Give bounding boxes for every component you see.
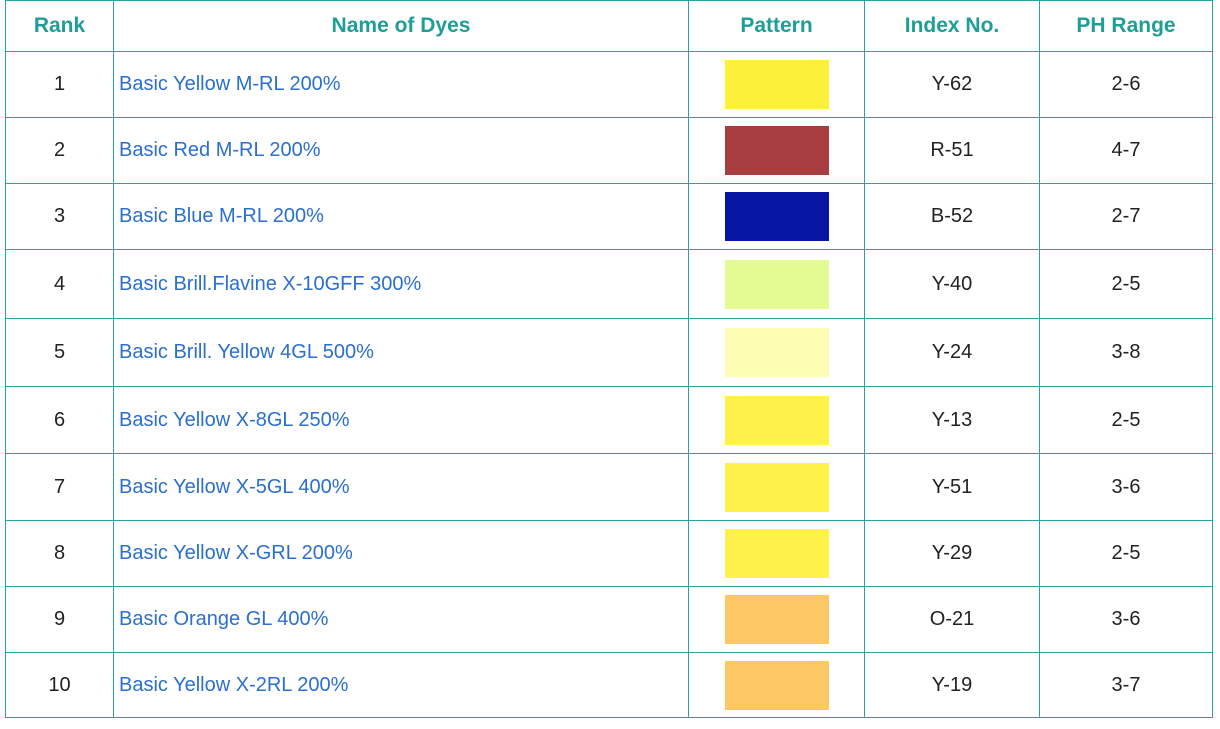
pattern-cell xyxy=(688,183,865,250)
dye-name-cell: Basic Brill. Yellow 4GL 500% xyxy=(113,318,689,387)
rank-cell: 2 xyxy=(5,117,114,184)
dye-name-link[interactable]: Basic Yellow X-2RL 200% xyxy=(119,673,349,696)
table-row: 5 Basic Brill. Yellow 4GL 500% Y-24 3-8 xyxy=(5,318,1213,387)
rank-cell: 7 xyxy=(5,453,114,521)
index-cell: Y-29 xyxy=(864,520,1040,587)
ph-range-cell: 3-7 xyxy=(1039,652,1213,718)
dye-name-link[interactable]: Basic Brill.Flavine X-10GFF 300% xyxy=(119,272,422,295)
table-row: 8 Basic Yellow X-GRL 200% Y-29 2-5 xyxy=(5,520,1213,587)
header-rank: Rank xyxy=(5,0,114,52)
ph-range-cell: 4-7 xyxy=(1039,117,1213,184)
dye-name-link[interactable]: Basic Yellow X-5GL 400% xyxy=(119,475,350,498)
dye-name-cell: Basic Yellow X-2RL 200% xyxy=(113,652,689,718)
index-cell: B-52 xyxy=(864,183,1040,250)
rank-cell: 9 xyxy=(5,586,114,653)
table-row: 3 Basic Blue M-RL 200% B-52 2-7 xyxy=(5,183,1213,250)
color-swatch xyxy=(724,126,829,175)
header-name: Name of Dyes xyxy=(113,0,689,52)
color-swatch xyxy=(724,660,829,710)
dye-name-cell: Basic Blue M-RL 200% xyxy=(113,183,689,250)
pattern-cell xyxy=(688,586,865,653)
ph-range-cell: 3-6 xyxy=(1039,586,1213,653)
header-index: Index No. xyxy=(864,0,1040,52)
pattern-cell xyxy=(688,318,865,387)
color-swatch xyxy=(724,395,829,445)
index-cell: Y-24 xyxy=(864,318,1040,387)
dye-name-link[interactable]: Basic Yellow M-RL 200% xyxy=(119,73,341,95)
dye-name-cell: Basic Yellow X-8GL 250% xyxy=(113,386,689,454)
pattern-cell xyxy=(688,51,865,118)
header-ph-range: PH Range xyxy=(1039,0,1213,52)
rank-cell: 1 xyxy=(5,51,114,118)
index-cell: Y-40 xyxy=(864,249,1040,319)
color-swatch xyxy=(724,328,829,377)
table-row: 9 Basic Orange GL 400% O-21 3-6 xyxy=(5,586,1213,653)
index-cell: Y-62 xyxy=(864,51,1040,118)
table-row: 4 Basic Brill.Flavine X-10GFF 300% Y-40 … xyxy=(5,249,1213,319)
pattern-cell xyxy=(688,117,865,184)
ph-range-cell: 2-7 xyxy=(1039,183,1213,250)
index-cell: R-51 xyxy=(864,117,1040,184)
index-cell: Y-51 xyxy=(864,453,1040,521)
dye-name-link[interactable]: Basic Yellow X-8GL 250% xyxy=(119,408,350,431)
pattern-cell xyxy=(688,453,865,521)
color-swatch xyxy=(724,192,829,241)
dyes-table-container: Rank Name of Dyes Pattern Index No. PH R… xyxy=(5,0,1213,718)
color-swatch xyxy=(724,529,829,578)
color-swatch xyxy=(724,60,829,109)
rank-cell: 3 xyxy=(5,183,114,250)
ph-range-cell: 3-6 xyxy=(1039,453,1213,521)
rank-cell: 10 xyxy=(5,652,114,718)
dye-name-link[interactable]: Basic Yellow X-GRL 200% xyxy=(119,542,353,564)
dye-name-cell: Basic Yellow X-GRL 200% xyxy=(113,520,689,587)
dye-name-cell: Basic Yellow M-RL 200% xyxy=(113,51,689,118)
pattern-cell xyxy=(688,386,865,454)
dye-name-cell: Basic Orange GL 400% xyxy=(113,586,689,653)
dye-name-link[interactable]: Basic Blue M-RL 200% xyxy=(119,205,324,227)
pattern-cell xyxy=(688,520,865,587)
table-row: 7 Basic Yellow X-5GL 400% Y-51 3-6 xyxy=(5,453,1213,521)
pattern-cell xyxy=(688,652,865,718)
index-cell: Y-13 xyxy=(864,386,1040,454)
index-cell: O-21 xyxy=(864,586,1040,653)
ph-range-cell: 3-8 xyxy=(1039,318,1213,387)
dye-name-link[interactable]: Basic Red M-RL 200% xyxy=(119,139,321,161)
table-row: 10 Basic Yellow X-2RL 200% Y-19 3-7 xyxy=(5,652,1213,718)
ph-range-cell: 2-5 xyxy=(1039,386,1213,454)
color-swatch xyxy=(724,595,829,644)
dyes-table: Rank Name of Dyes Pattern Index No. PH R… xyxy=(5,0,1213,718)
pattern-cell xyxy=(688,249,865,319)
color-swatch xyxy=(724,259,829,309)
rank-cell: 4 xyxy=(5,249,114,319)
table-row: 6 Basic Yellow X-8GL 250% Y-13 2-5 xyxy=(5,386,1213,454)
index-cell: Y-19 xyxy=(864,652,1040,718)
rank-cell: 6 xyxy=(5,386,114,454)
ph-range-cell: 2-6 xyxy=(1039,51,1213,118)
dye-name-cell: Basic Yellow X-5GL 400% xyxy=(113,453,689,521)
ph-range-cell: 2-5 xyxy=(1039,249,1213,319)
rank-cell: 5 xyxy=(5,318,114,387)
header-row: Rank Name of Dyes Pattern Index No. PH R… xyxy=(5,0,1213,52)
dye-name-link[interactable]: Basic Brill. Yellow 4GL 500% xyxy=(119,341,374,363)
rank-cell: 8 xyxy=(5,520,114,587)
table-row: 1 Basic Yellow M-RL 200% Y-62 2-6 xyxy=(5,51,1213,118)
ph-range-cell: 2-5 xyxy=(1039,520,1213,587)
dye-name-cell: Basic Brill.Flavine X-10GFF 300% xyxy=(113,249,689,319)
color-swatch xyxy=(724,462,829,512)
table-row: 2 Basic Red M-RL 200% R-51 4-7 xyxy=(5,117,1213,184)
dye-name-link[interactable]: Basic Orange GL 400% xyxy=(119,608,329,630)
header-pattern: Pattern xyxy=(688,0,865,52)
dye-name-cell: Basic Red M-RL 200% xyxy=(113,117,689,184)
